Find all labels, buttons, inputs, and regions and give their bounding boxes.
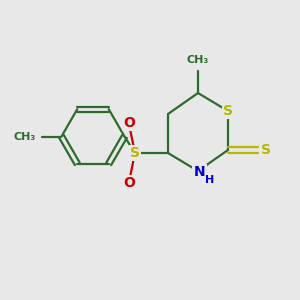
Text: CH₃: CH₃ [14,131,36,142]
Text: S: S [261,143,272,157]
Text: O: O [123,176,135,190]
Text: CH₃: CH₃ [187,55,209,65]
Text: H: H [205,175,214,185]
Text: O: O [123,116,135,130]
Text: S: S [130,146,140,160]
Text: S: S [223,104,233,118]
Text: N: N [194,166,205,179]
